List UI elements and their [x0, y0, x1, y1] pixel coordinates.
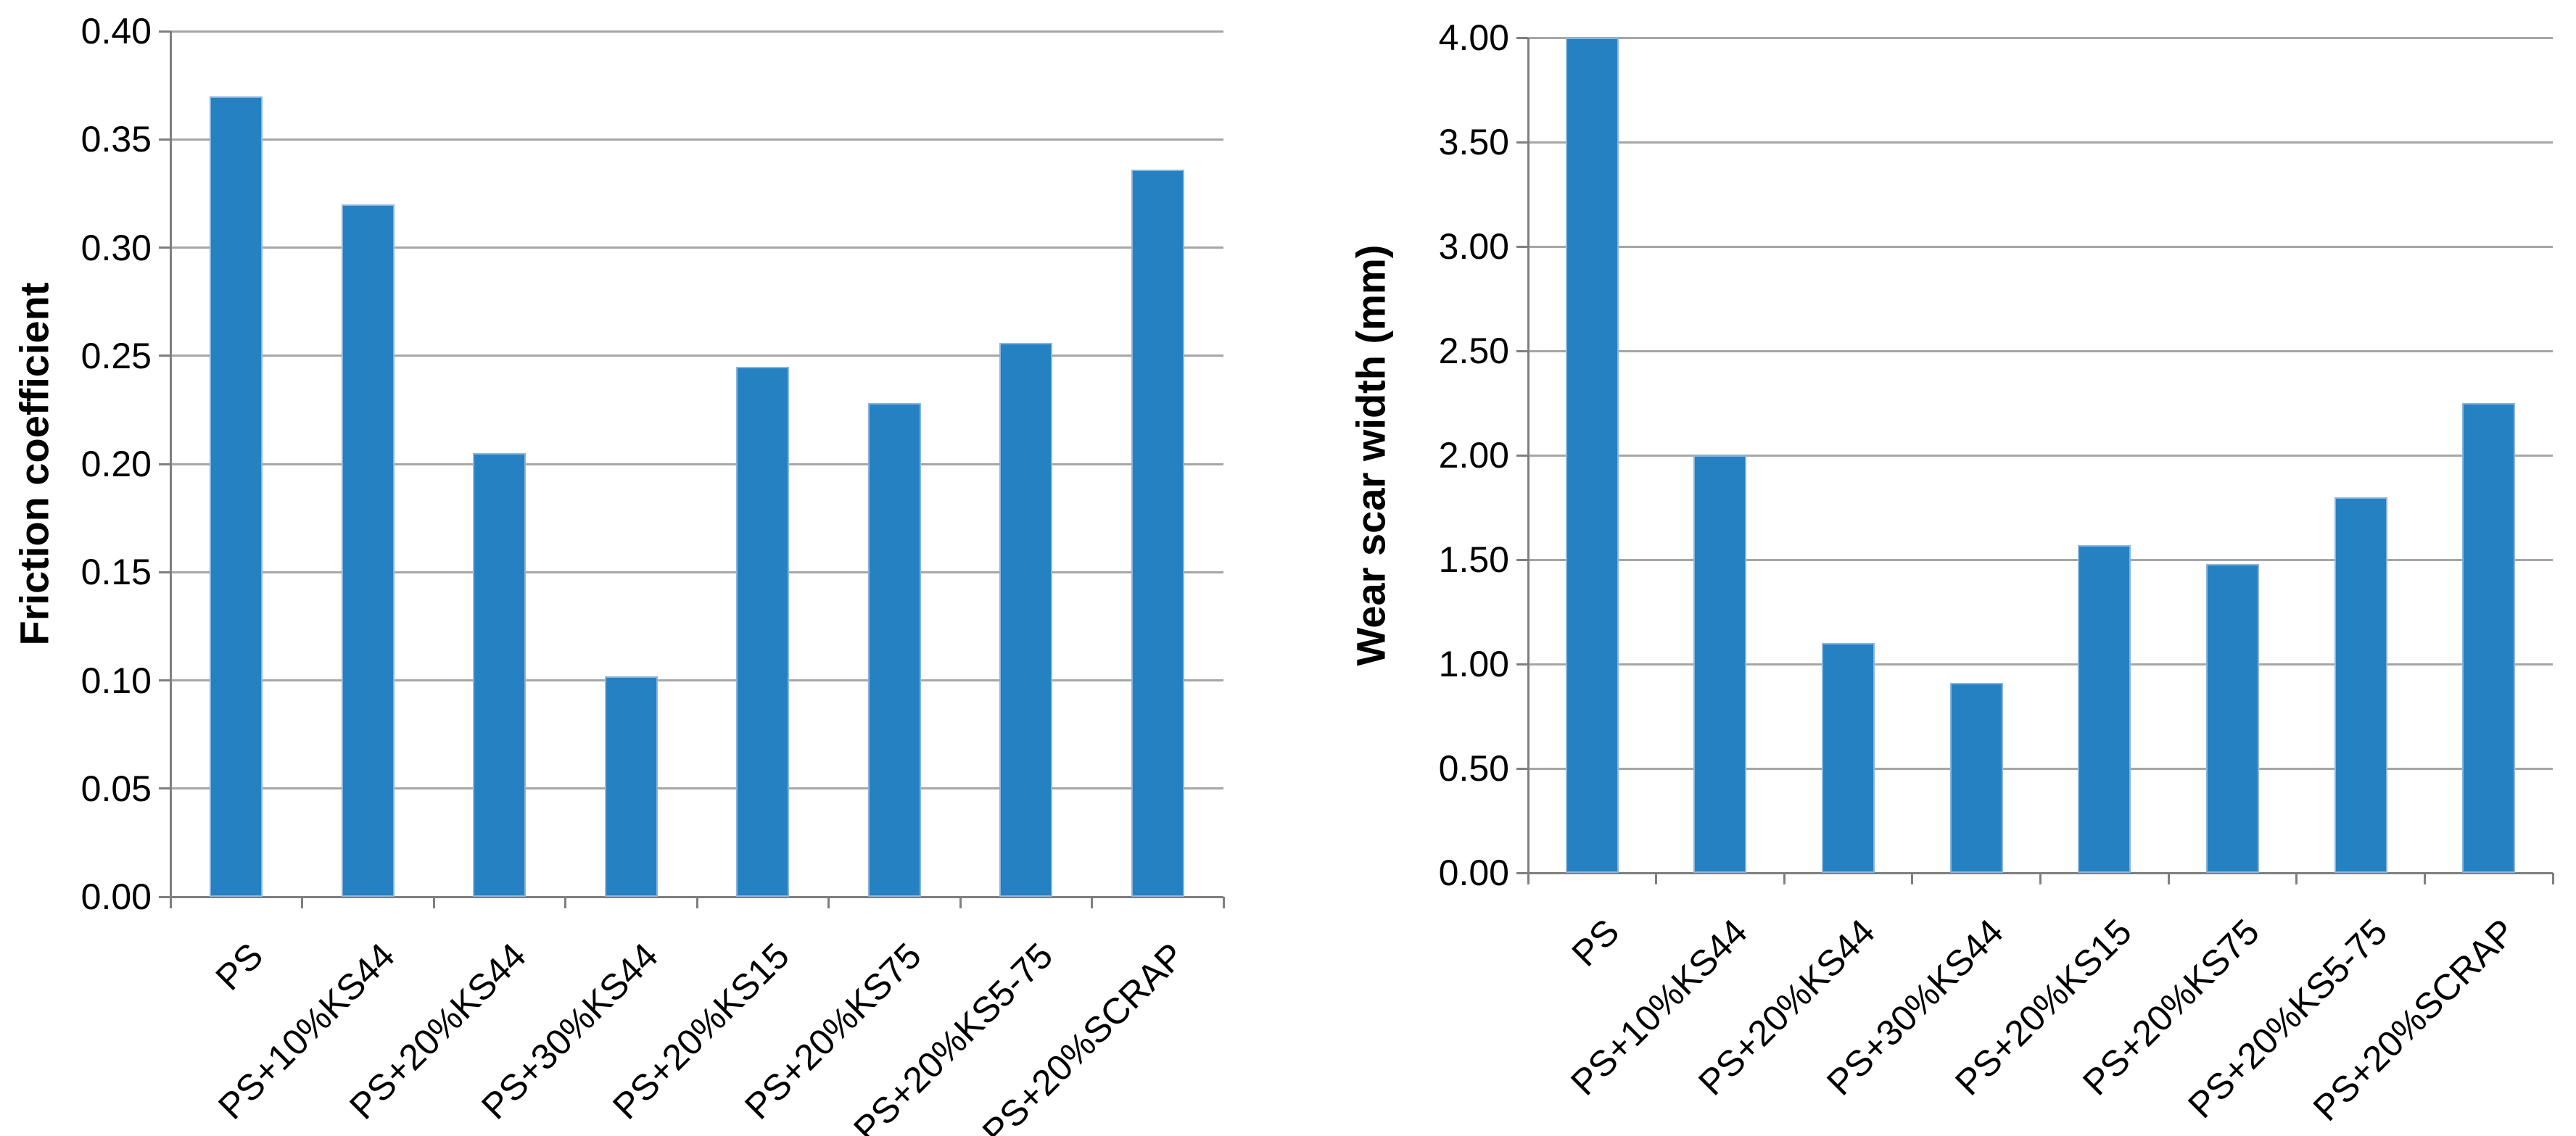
- gridline: [1528, 663, 2553, 666]
- bar-PS+20%KS44: [1822, 643, 1875, 873]
- y-tick-label: 0.40: [80, 11, 152, 51]
- bar-PS+20%KS75: [2205, 563, 2259, 873]
- y-tick-label: 0.05: [80, 768, 152, 809]
- x-axis-tick: [1527, 873, 1530, 884]
- bar-PS+20%KS15: [2078, 544, 2131, 873]
- y-axis-tick: [1516, 141, 1528, 144]
- gridline: [170, 679, 1223, 681]
- gridline: [1528, 767, 2553, 770]
- gridline: [170, 355, 1223, 357]
- gridline: [170, 463, 1223, 465]
- y-axis-tick: [159, 463, 170, 465]
- y-axis-line: [1527, 38, 1530, 884]
- y-axis-tick: [1516, 36, 1528, 39]
- x-axis-tick: [1783, 873, 1786, 884]
- bar-PS+20%KS5-75: [999, 342, 1053, 897]
- y-axis-tick: [1516, 558, 1528, 561]
- x-axis-tick: [564, 897, 566, 908]
- gridline: [1528, 141, 2553, 144]
- bar-PS+10%KS44: [341, 204, 395, 897]
- x-axis-tick: [959, 897, 962, 908]
- bar-PS: [210, 96, 263, 897]
- y-tick-label: 0.50: [1438, 748, 1509, 789]
- gridline: [1528, 558, 2553, 561]
- gridline: [170, 571, 1223, 573]
- bar-PS: [1565, 38, 1619, 873]
- y-tick-label: 1.00: [1438, 644, 1509, 684]
- gridline: [170, 246, 1223, 249]
- y-tick-label: 3.00: [1438, 226, 1509, 267]
- y-tick-label: 2.50: [1438, 331, 1509, 371]
- bar-PS+20%KS5-75: [2334, 497, 2387, 873]
- y-tick-label: 0.35: [80, 119, 152, 160]
- bar-PS+20%KS44: [473, 453, 527, 897]
- y-tick-label: 0.15: [80, 552, 152, 593]
- bar-PS+20%SCRAP: [1131, 170, 1184, 897]
- y-axis-tick: [1516, 245, 1528, 248]
- y-tick-label: 4.00: [1438, 17, 1509, 58]
- gridline: [170, 787, 1223, 790]
- gridline: [1528, 454, 2553, 457]
- x-axis-tick: [169, 897, 172, 908]
- y-axis-line: [169, 31, 172, 908]
- y-axis-tick: [1516, 767, 1528, 770]
- gridline: [170, 30, 1223, 33]
- x-axis-tick: [301, 897, 303, 908]
- bar-PS+10%KS44: [1693, 455, 1747, 873]
- gridline: [170, 138, 1223, 141]
- bar-PS+30%KS44: [1949, 682, 2003, 873]
- y-axis-tick: [159, 246, 170, 249]
- x-category-label: PS: [207, 935, 271, 998]
- y-tick-label: 0.00: [80, 876, 152, 917]
- x-axis-tick: [1911, 873, 1914, 884]
- x-axis-tick: [2039, 873, 2042, 884]
- y-axis-tick: [159, 679, 170, 681]
- bar-PS+20%KS15: [736, 366, 790, 897]
- x-axis-tick: [2295, 873, 2298, 884]
- x-axis-tick: [1655, 873, 1658, 884]
- y-axis-tick: [1516, 349, 1528, 352]
- y-tick-label: 0.25: [80, 335, 152, 376]
- y-tick-label: 0.00: [1438, 853, 1509, 893]
- y-axis-tick: [159, 787, 170, 790]
- bar-PS+20%KS75: [867, 403, 921, 897]
- x-axis-tick: [827, 897, 830, 908]
- x-axis-tick: [432, 897, 435, 908]
- y-tick-label: 0.10: [80, 660, 152, 701]
- gridline: [1528, 36, 2553, 39]
- y-tick-label: 2.00: [1438, 435, 1509, 476]
- y-tick-label: 1.50: [1438, 539, 1509, 580]
- gridline: [1528, 349, 2553, 352]
- x-axis-tick: [2551, 873, 2554, 884]
- bar-PS+20%SCRAP: [2462, 403, 2516, 873]
- y-tick-label: 3.50: [1438, 122, 1509, 162]
- x-axis-tick: [2167, 873, 2170, 884]
- gridline: [1528, 245, 2553, 248]
- x-category-label: PS: [1564, 911, 1627, 974]
- y-axis-tick: [159, 895, 170, 898]
- y-axis-tick: [159, 138, 170, 141]
- x-axis-tick: [1222, 897, 1225, 908]
- y-axis-tick: [1516, 871, 1528, 874]
- y-tick-label: 0.20: [80, 444, 152, 484]
- x-axis-tick: [2423, 873, 2426, 884]
- bar-PS+30%KS44: [604, 676, 658, 897]
- y-axis-tick: [159, 355, 170, 357]
- y-axis-tick: [1516, 454, 1528, 457]
- x-axis-tick: [695, 897, 698, 908]
- y-axis-tick: [159, 571, 170, 573]
- y-tick-label: 0.30: [80, 227, 152, 268]
- y-axis-tick: [159, 30, 170, 33]
- y-axis-tick: [1516, 663, 1528, 666]
- x-axis-tick: [1091, 897, 1093, 908]
